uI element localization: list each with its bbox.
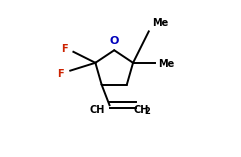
Text: F: F [61, 44, 67, 54]
Text: O: O [109, 36, 119, 46]
Text: CH: CH [133, 105, 148, 115]
Text: CH: CH [89, 105, 105, 115]
Text: F: F [58, 69, 64, 79]
Text: Me: Me [158, 59, 174, 69]
Text: Me: Me [152, 18, 168, 28]
Text: 2: 2 [145, 107, 151, 116]
